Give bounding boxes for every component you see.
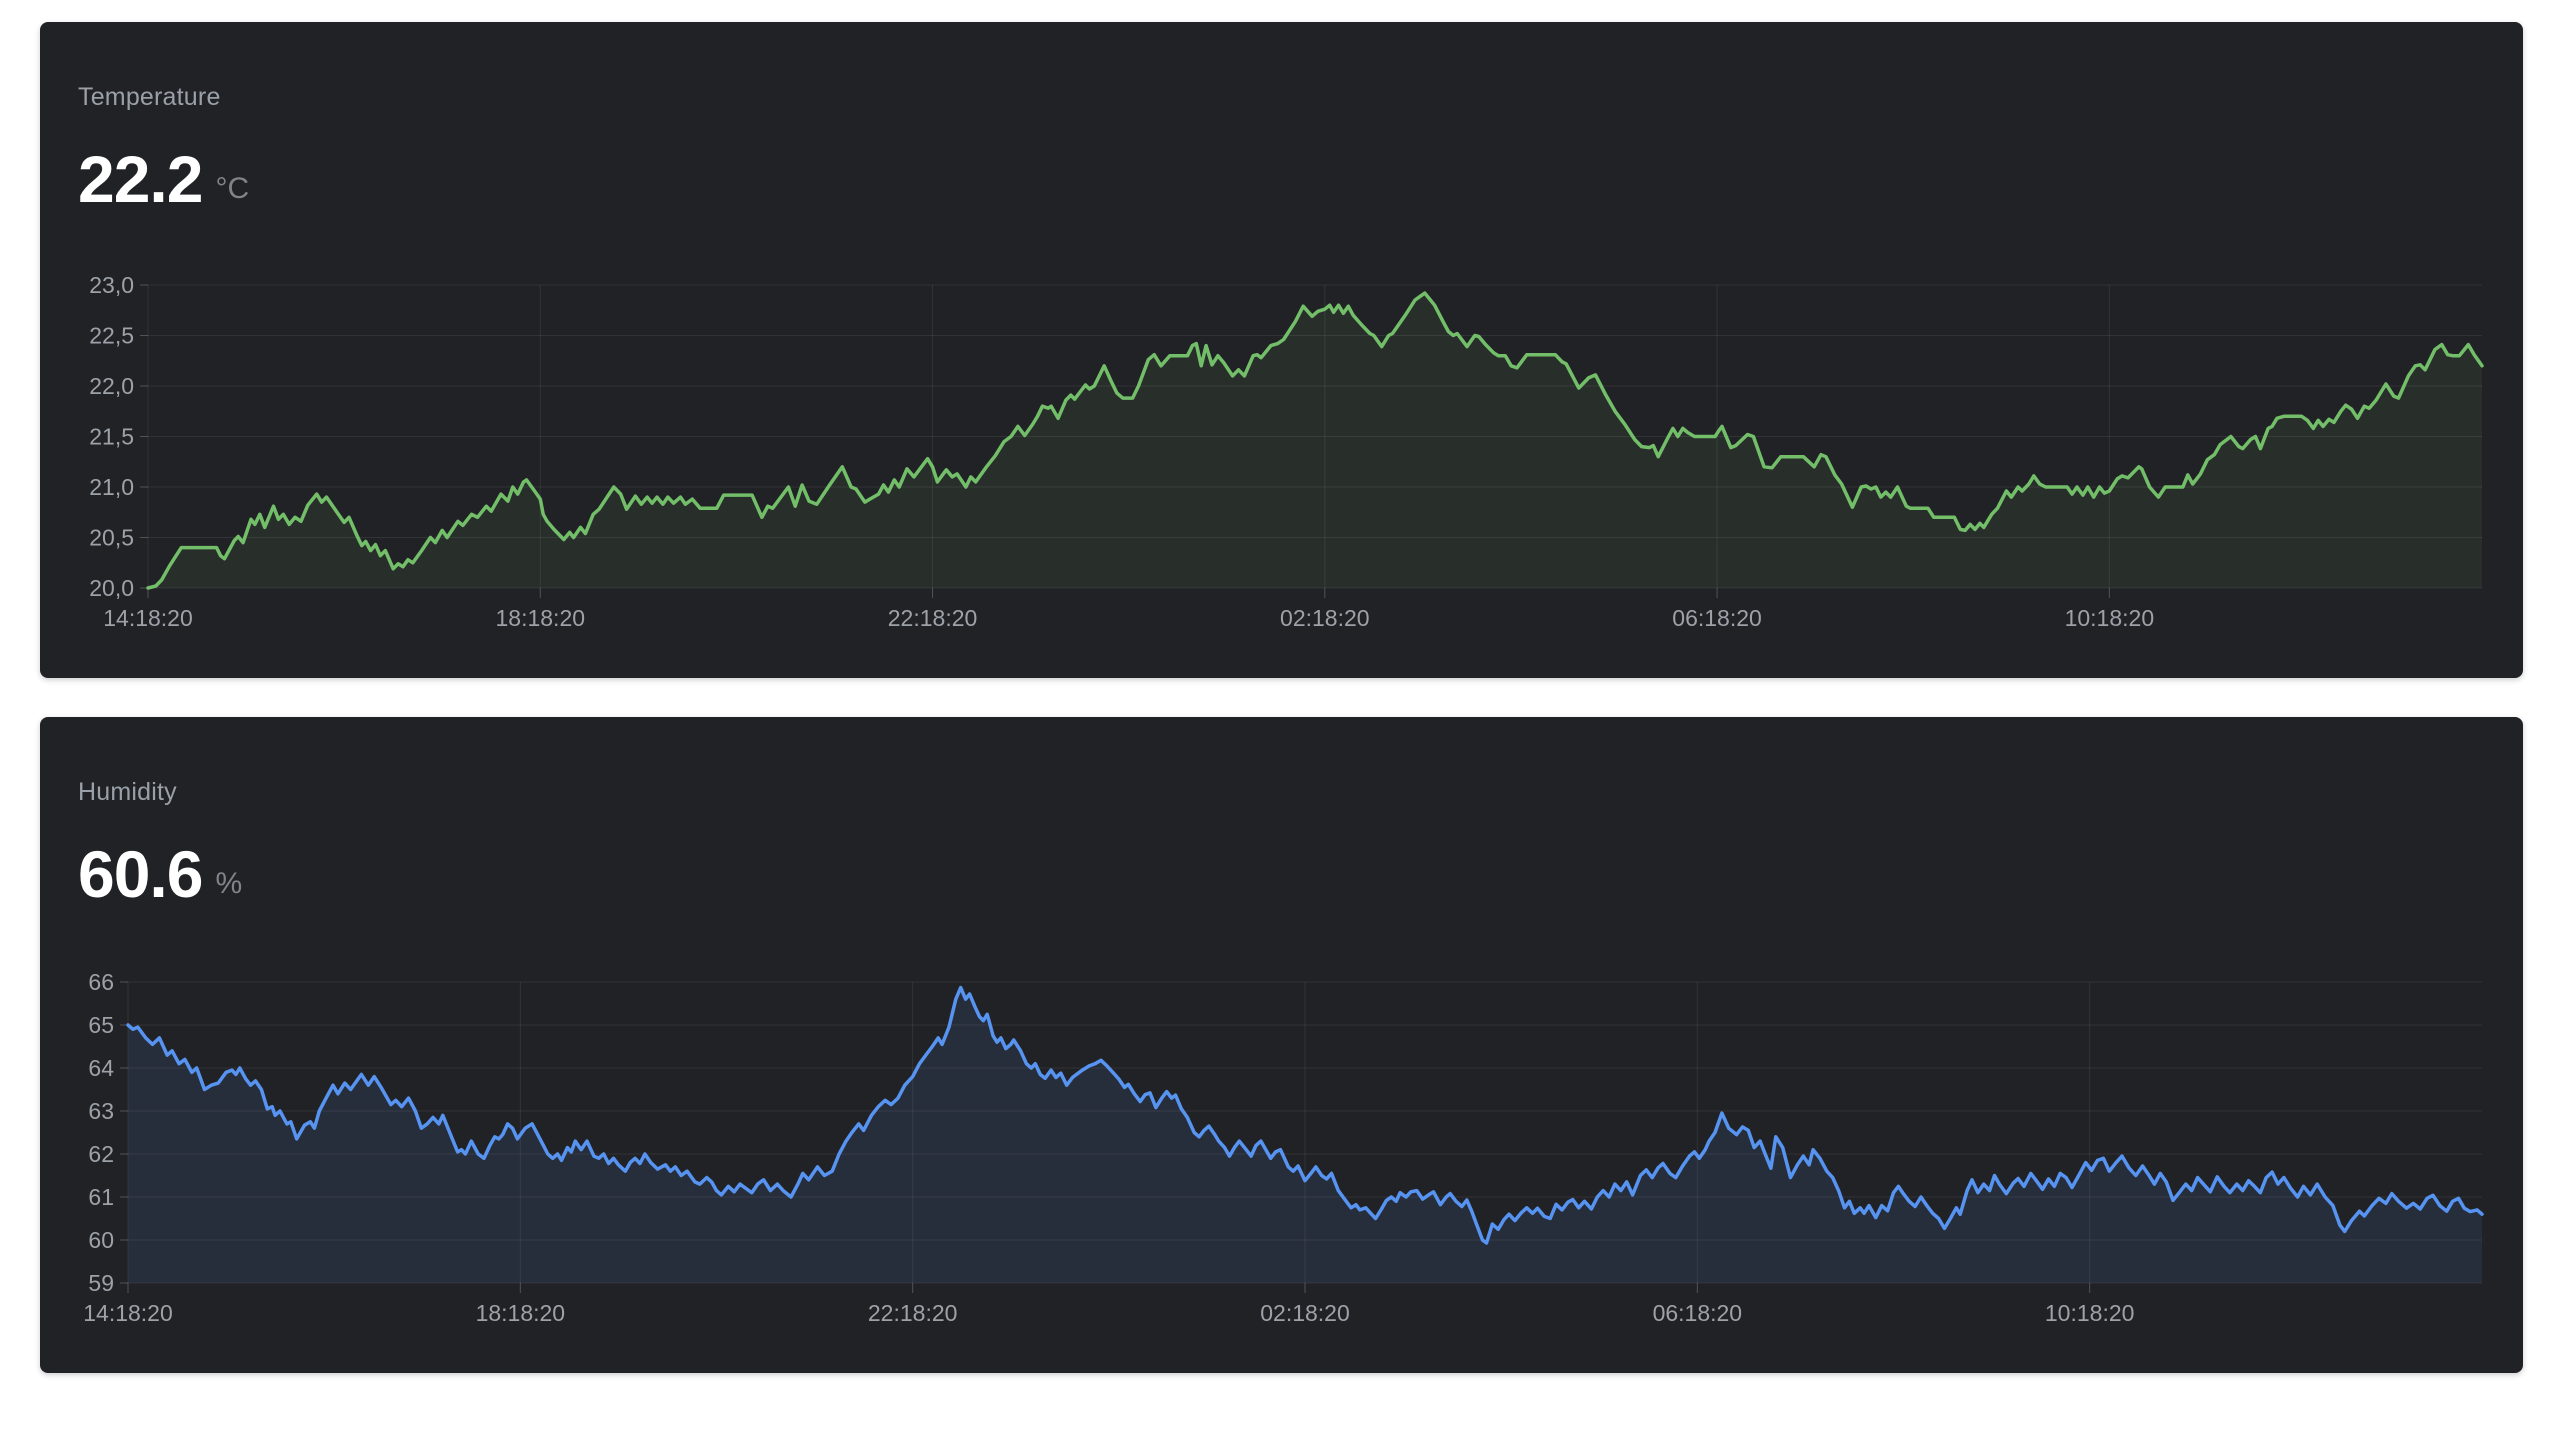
temperature-chart[interactable]: 14:18:20 18:18:20 22:18:20 02:18:20 06:18:20… <box>40 22 2523 678</box>
svg-text:02:18:20: 02:18:20 <box>1260 1300 1350 1326</box>
svg-text:22:18:20: 22:18:20 <box>888 605 978 631</box>
svg-text:18:18:20: 18:18:20 <box>496 605 586 631</box>
svg-text:06:18:20: 06:18:20 <box>1653 1300 1743 1326</box>
svg-text:65: 65 <box>88 1012 114 1038</box>
panel-humidity: Humidity 60.6 % 14:18:20 18:18:20 22:18:20… <box>40 717 2523 1373</box>
panel-title-temperature[interactable]: Temperature <box>78 82 221 111</box>
svg-text:20,5: 20,5 <box>89 525 134 551</box>
svg-text:66: 66 <box>88 969 114 995</box>
svg-text:22,5: 22,5 <box>89 323 134 349</box>
stat-value-humidity: 60.6 <box>78 837 203 911</box>
svg-text:22:18:20: 22:18:20 <box>868 1300 958 1326</box>
svg-text:22,0: 22,0 <box>89 373 134 399</box>
svg-text:10:18:20: 10:18:20 <box>2045 1300 2135 1326</box>
svg-text:62: 62 <box>88 1141 114 1167</box>
svg-text:20,0: 20,0 <box>89 575 134 601</box>
svg-text:14:18:20: 14:18:20 <box>103 605 193 631</box>
svg-text:64: 64 <box>88 1055 114 1081</box>
svg-text:60: 60 <box>88 1227 114 1253</box>
svg-text:14:18:20: 14:18:20 <box>83 1300 173 1326</box>
svg-text:21,0: 21,0 <box>89 474 134 500</box>
svg-text:23,0: 23,0 <box>89 272 134 298</box>
svg-text:02:18:20: 02:18:20 <box>1280 605 1370 631</box>
svg-text:63: 63 <box>88 1098 114 1124</box>
svg-text:10:18:20: 10:18:20 <box>2065 605 2155 631</box>
stat-value-temperature: 22.2 <box>78 142 203 216</box>
panel-title-humidity[interactable]: Humidity <box>78 777 177 806</box>
panel-temperature: Temperature 22.2 °C 14:18:20 18:18:20 22:1… <box>40 22 2523 678</box>
svg-text:21,5: 21,5 <box>89 424 134 450</box>
svg-text:59: 59 <box>88 1270 114 1296</box>
stat-unit-humidity: % <box>215 867 243 900</box>
stat-temperature: 22.2 °C <box>78 146 249 212</box>
stat-humidity: 60.6 % <box>78 841 242 907</box>
stat-unit-temperature: °C <box>215 172 250 205</box>
svg-text:06:18:20: 06:18:20 <box>1672 605 1762 631</box>
svg-text:18:18:20: 18:18:20 <box>476 1300 566 1326</box>
svg-text:61: 61 <box>88 1184 114 1210</box>
humidity-chart[interactable]: 14:18:20 18:18:20 22:18:20 02:18:20 06:18:20… <box>40 717 2523 1373</box>
